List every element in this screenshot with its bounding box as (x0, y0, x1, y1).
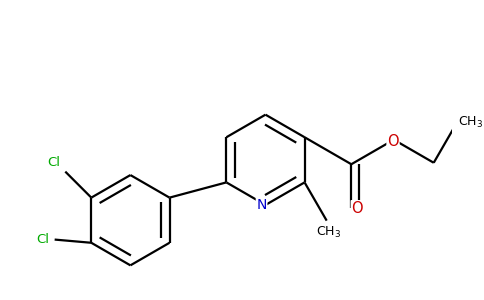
Text: CH$_3$: CH$_3$ (458, 115, 484, 130)
Text: Cl: Cl (47, 156, 60, 169)
Text: O: O (351, 201, 363, 216)
Text: Cl: Cl (36, 233, 49, 246)
Text: O: O (387, 134, 399, 149)
Text: N: N (257, 198, 267, 212)
Text: CH$_3$: CH$_3$ (316, 225, 341, 240)
